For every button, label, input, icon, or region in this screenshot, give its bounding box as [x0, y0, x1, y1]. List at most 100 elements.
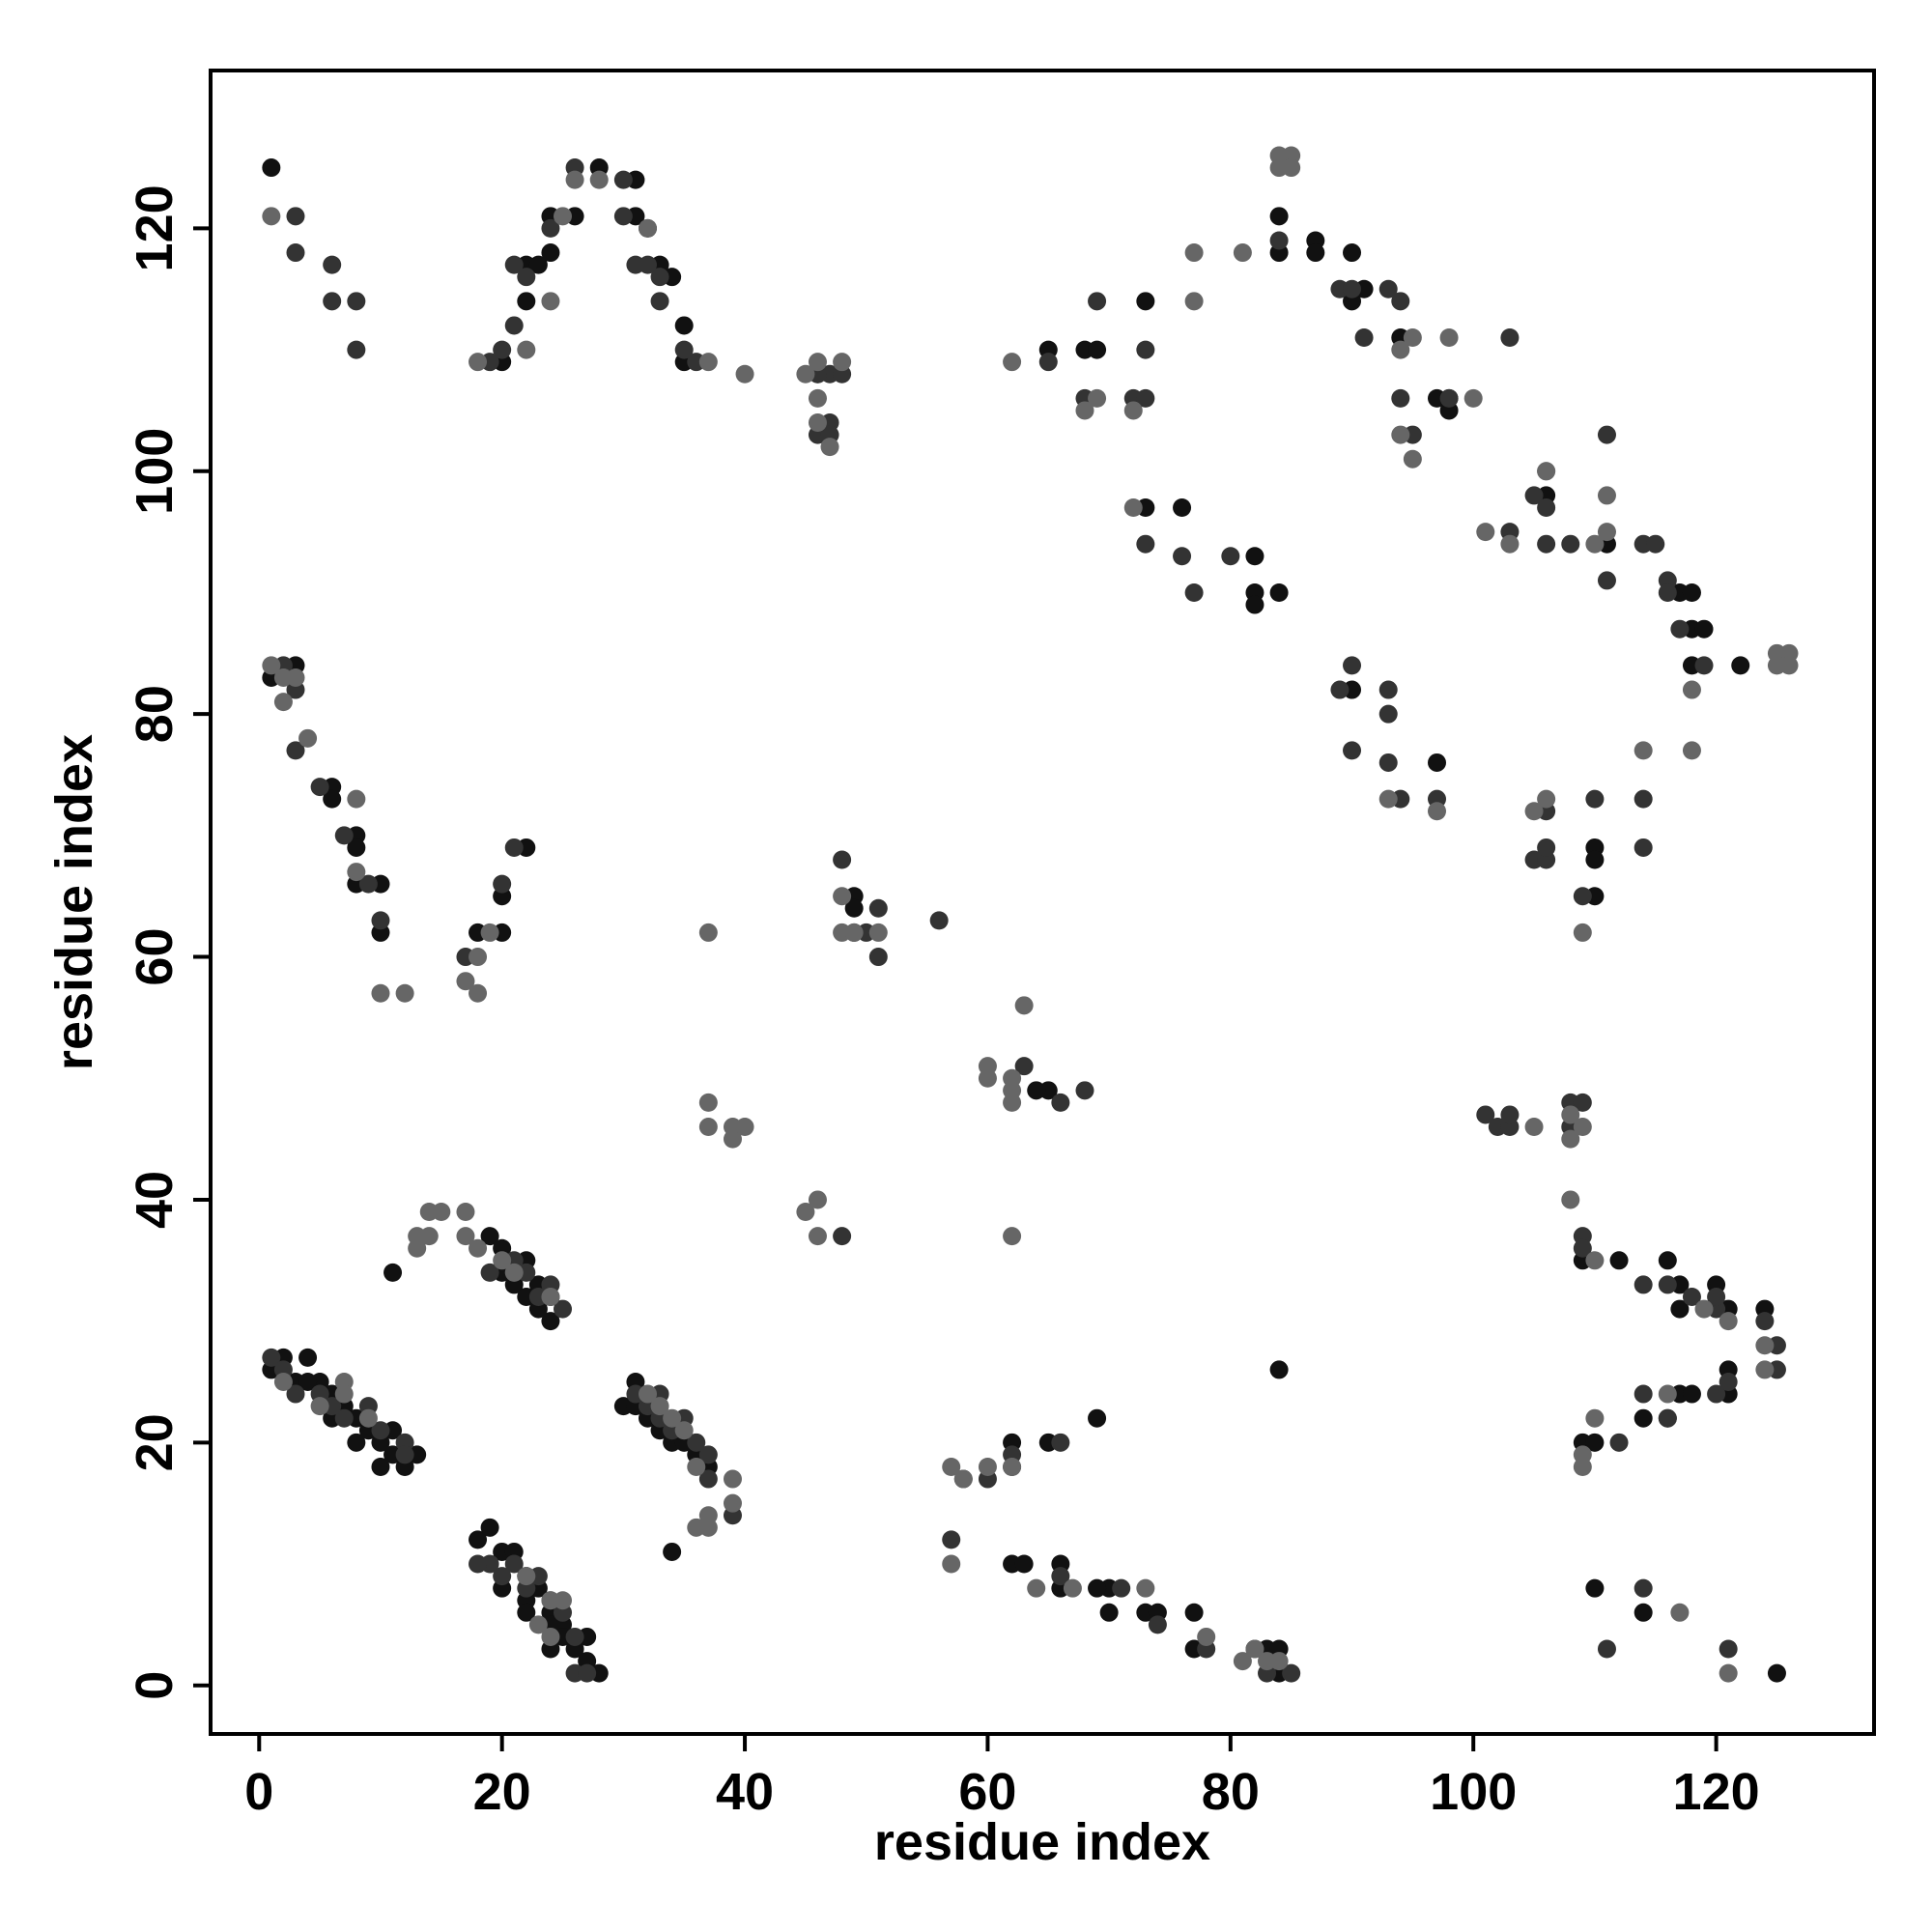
data-point — [1403, 328, 1422, 348]
data-point — [613, 170, 633, 189]
data-point — [1269, 582, 1289, 602]
data-point — [1306, 243, 1325, 263]
data-point — [541, 1288, 560, 1307]
data-point — [723, 1469, 742, 1489]
data-point — [419, 1227, 439, 1246]
data-point — [371, 1457, 390, 1476]
data-point — [347, 789, 366, 809]
data-point — [1719, 1663, 1738, 1683]
data-point — [650, 292, 669, 311]
data-point — [1330, 680, 1350, 699]
data-point — [1269, 231, 1289, 250]
data-point — [480, 1518, 499, 1537]
data-point — [978, 1457, 997, 1476]
data-point — [371, 983, 390, 1003]
data-point — [1707, 1384, 1726, 1404]
y-tick-label: 60 — [126, 928, 184, 986]
data-point — [565, 1627, 584, 1646]
data-point — [808, 1227, 827, 1246]
y-tick-label: 80 — [126, 685, 184, 743]
data-point — [1585, 1408, 1605, 1428]
data-point — [1391, 340, 1410, 359]
data-point — [1391, 388, 1410, 408]
data-point — [541, 1312, 560, 1331]
data-point — [698, 1518, 718, 1537]
data-point — [286, 1384, 305, 1404]
y-axis-title: residue index — [45, 734, 103, 1070]
data-point — [589, 170, 609, 189]
data-point — [1075, 401, 1094, 420]
data-point — [1524, 486, 1544, 505]
data-point — [735, 1118, 754, 1137]
data-point — [808, 413, 827, 433]
data-point — [1123, 401, 1143, 420]
data-point — [698, 1118, 718, 1137]
data-point — [1500, 1105, 1520, 1124]
data-point — [554, 1299, 573, 1319]
data-point — [262, 1348, 281, 1367]
data-point — [1561, 534, 1580, 554]
data-point — [273, 1372, 293, 1391]
data-point — [1597, 1639, 1616, 1659]
data-point — [273, 693, 293, 712]
data-point — [517, 268, 536, 287]
data-point — [286, 243, 305, 263]
data-point — [347, 838, 366, 857]
data-point — [1173, 547, 1192, 566]
data-point — [1719, 1312, 1738, 1331]
data-point — [674, 316, 694, 335]
data-point — [1585, 1578, 1605, 1598]
data-point — [528, 255, 548, 274]
data-point — [528, 1615, 548, 1634]
data-point — [833, 353, 852, 372]
data-point — [1063, 1578, 1082, 1598]
data-point — [868, 898, 888, 918]
data-point — [687, 1457, 706, 1476]
data-point — [469, 353, 488, 372]
data-point — [1597, 425, 1616, 444]
data-point — [1003, 1227, 1022, 1246]
data-point — [1428, 753, 1447, 772]
data-point — [1088, 388, 1107, 408]
data-point — [1561, 1190, 1580, 1209]
data-point — [347, 340, 366, 359]
data-point — [1003, 353, 1022, 372]
data-point — [1003, 1093, 1022, 1112]
data-point — [456, 972, 475, 991]
data-point — [323, 255, 342, 274]
data-point — [650, 1397, 669, 1416]
data-point — [1148, 1615, 1167, 1634]
data-point — [456, 1203, 475, 1222]
data-point — [663, 1542, 682, 1561]
data-point — [493, 340, 512, 359]
data-point — [929, 911, 949, 930]
y-axis: 0 20 40 60 80 100 120 — [126, 185, 211, 1700]
data-point — [1088, 340, 1107, 359]
data-point — [868, 948, 888, 967]
data-point — [953, 1469, 973, 1489]
data-point — [1343, 243, 1362, 263]
data-point — [1755, 1360, 1775, 1379]
data-point — [1123, 497, 1143, 517]
data-point — [1585, 789, 1605, 809]
data-point — [1634, 1578, 1653, 1598]
data-point — [1597, 523, 1616, 542]
data-point — [1573, 923, 1592, 942]
data-point — [504, 1263, 524, 1282]
data-point — [1378, 279, 1398, 298]
data-point — [1658, 1384, 1677, 1404]
data-point — [698, 1469, 718, 1489]
data-point — [1707, 1288, 1726, 1307]
x-tick-label: 80 — [1202, 1763, 1260, 1821]
data-point — [663, 1408, 682, 1428]
data-point — [541, 1627, 560, 1646]
data-point — [432, 1203, 451, 1222]
data-point — [334, 1384, 354, 1404]
data-point — [1476, 1105, 1495, 1124]
data-point — [323, 789, 342, 809]
data-point — [723, 1493, 742, 1513]
data-point — [1282, 1663, 1301, 1683]
data-point — [578, 1663, 597, 1683]
data-point — [384, 1263, 403, 1282]
data-point — [942, 1457, 961, 1476]
